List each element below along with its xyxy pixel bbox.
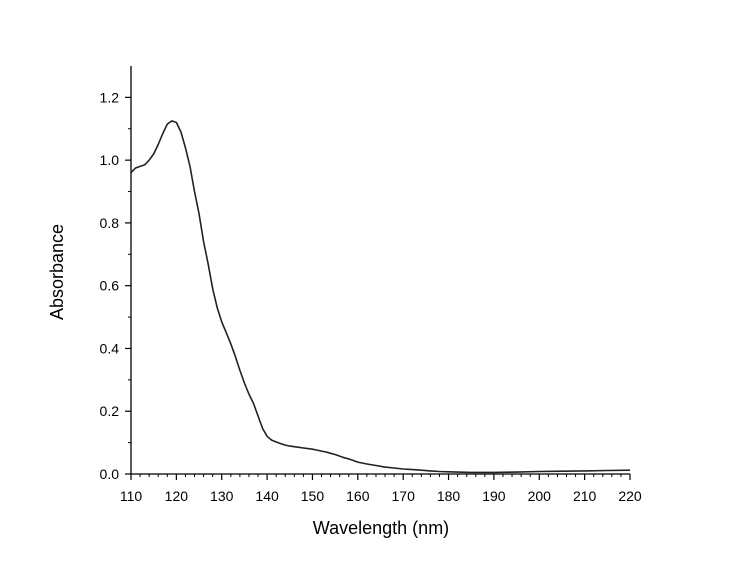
y-axis-title: Absorbance [47, 224, 67, 320]
x-tick-label: 190 [482, 488, 506, 504]
y-tick-label: 0.6 [100, 278, 120, 294]
x-tick-label: 110 [120, 488, 143, 504]
x-tick-label: 170 [392, 488, 416, 504]
x-tick-label: 140 [255, 488, 279, 504]
axes [130, 66, 630, 475]
absorbance-series-line [130, 120, 631, 474]
y-tick-label: 0.0 [100, 466, 120, 482]
x-tick-label: 220 [618, 488, 642, 504]
x-tick-label: 180 [437, 488, 461, 504]
y-tick-label: 1.2 [100, 89, 120, 105]
x-tick-label: 120 [165, 488, 189, 504]
x-tick-label: 200 [528, 488, 552, 504]
y-tick-label: 0.4 [100, 340, 120, 356]
x-tick-label: 160 [346, 488, 370, 504]
x-tick-label: 150 [301, 488, 325, 504]
y-tick-label: 0.2 [100, 403, 120, 419]
x-axis-title: Wavelength (nm) [313, 518, 449, 538]
series [130, 120, 631, 474]
x-tick-label: 130 [210, 488, 234, 504]
y-tick-label: 1.0 [100, 152, 120, 168]
y-tick-label: 0.8 [100, 215, 120, 231]
ticks: 110 120 130 140 150 160 170 180 190 200 210 220 0.0 0… [100, 89, 642, 504]
x-tick-label: 210 [573, 488, 597, 504]
